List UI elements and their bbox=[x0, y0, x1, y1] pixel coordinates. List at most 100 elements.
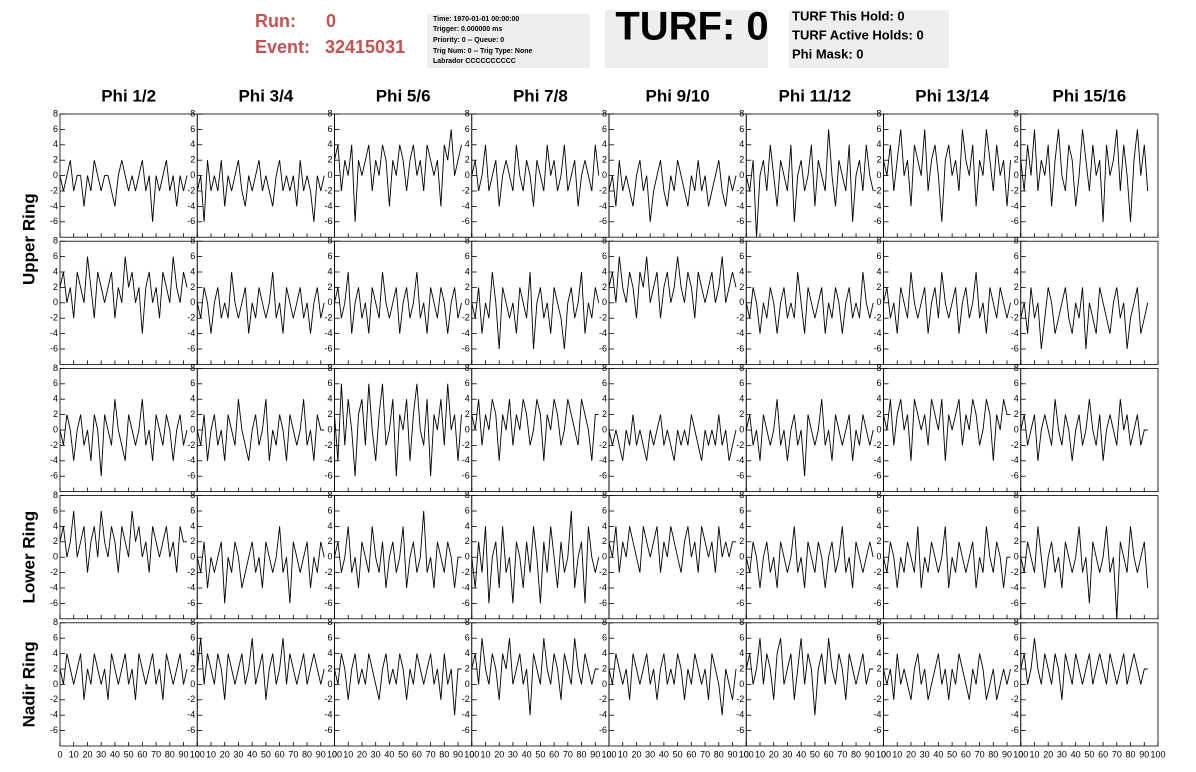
x-tick-label: 70 bbox=[151, 749, 161, 759]
x-tick-label: 60 bbox=[961, 749, 971, 759]
y-tick-label: 8 bbox=[739, 236, 744, 246]
x-tick-label: 0 bbox=[469, 749, 474, 759]
turf-value: TURF: 0 bbox=[615, 5, 768, 49]
y-tick-label: -2 bbox=[462, 185, 470, 195]
y-tick-label: 4 bbox=[465, 266, 470, 276]
x-tick-label: 60 bbox=[412, 749, 422, 759]
y-tick-label: -6 bbox=[873, 471, 881, 481]
x-tick-label: 90 bbox=[1139, 749, 1149, 759]
waveform bbox=[471, 271, 600, 350]
x-tick-label: 80 bbox=[851, 749, 861, 759]
y-tick-label: -6 bbox=[462, 598, 470, 608]
y-tick-label: -6 bbox=[1011, 598, 1019, 608]
y-tick-label: 4 bbox=[327, 521, 332, 531]
y-tick-label: 4 bbox=[739, 394, 744, 404]
x-tick-label: 80 bbox=[439, 749, 449, 759]
y-tick-label: 0 bbox=[53, 424, 58, 434]
y-tick-label: 0 bbox=[739, 679, 744, 689]
y-tick-label: -6 bbox=[599, 725, 607, 735]
x-tick-label: 40 bbox=[1071, 749, 1081, 759]
y-tick-label: 4 bbox=[190, 648, 195, 658]
y-tick-label: 6 bbox=[602, 505, 607, 515]
waveform bbox=[883, 653, 1011, 700]
y-tick-label: -4 bbox=[736, 455, 744, 465]
y-tick-label: 6 bbox=[327, 378, 332, 388]
y-tick-label: 6 bbox=[602, 633, 607, 643]
x-tick-label: 90 bbox=[865, 749, 875, 759]
x-tick-label: 60 bbox=[137, 749, 147, 759]
panel-frame bbox=[745, 240, 884, 365]
column-header: Phi 5/6 bbox=[376, 86, 431, 105]
info-line: Priority: 0 -- Queue: 0 bbox=[433, 37, 504, 44]
y-tick-label: 2 bbox=[53, 663, 58, 673]
y-tick-label: 0 bbox=[1014, 297, 1019, 307]
y-tick-label: 8 bbox=[465, 108, 470, 118]
panel-frame bbox=[745, 495, 884, 620]
y-tick-label: -4 bbox=[1011, 328, 1019, 338]
turf-info-box bbox=[789, 10, 949, 68]
y-tick-label: 0 bbox=[190, 679, 195, 689]
y-tick-label: 6 bbox=[53, 124, 58, 134]
y-tick-label: -6 bbox=[50, 471, 58, 481]
y-tick-label: 8 bbox=[53, 490, 58, 500]
waveform bbox=[59, 653, 188, 700]
y-tick-label: -4 bbox=[462, 455, 470, 465]
x-tick-label: 20 bbox=[220, 749, 230, 759]
y-tick-label: -4 bbox=[873, 710, 881, 720]
y-tick-label: 0 bbox=[739, 552, 744, 562]
y-tick-label: 0 bbox=[1014, 424, 1019, 434]
y-tick-label: 4 bbox=[1014, 139, 1019, 149]
info-line: Trig Num: 0 -- Trig Type: None bbox=[433, 48, 533, 55]
y-tick-label: 4 bbox=[465, 648, 470, 658]
x-tick-label: 40 bbox=[247, 749, 257, 759]
row-label: Upper Ring bbox=[19, 193, 38, 285]
panel-frame bbox=[196, 622, 335, 747]
y-tick-label: 4 bbox=[53, 139, 58, 149]
y-tick-label: 8 bbox=[190, 617, 195, 627]
x-tick-label: 50 bbox=[810, 749, 820, 759]
y-tick-label: 4 bbox=[739, 521, 744, 531]
x-tick-label: 20 bbox=[357, 749, 367, 759]
x-tick-label: 100 bbox=[464, 749, 479, 759]
y-tick-label: 2 bbox=[1014, 155, 1019, 165]
x-tick-label: 60 bbox=[1098, 749, 1108, 759]
y-tick-label: -6 bbox=[736, 343, 744, 353]
y-tick-label: 6 bbox=[602, 378, 607, 388]
y-tick-label: 4 bbox=[739, 139, 744, 149]
y-tick-label: 6 bbox=[1014, 251, 1019, 261]
y-tick-label: 6 bbox=[465, 505, 470, 515]
y-tick-label: -6 bbox=[50, 725, 58, 735]
y-tick-label: 6 bbox=[465, 378, 470, 388]
y-tick-label: 6 bbox=[465, 251, 470, 261]
y-tick-label: -4 bbox=[187, 201, 195, 211]
y-tick-label: 6 bbox=[602, 251, 607, 261]
y-tick-label: -6 bbox=[324, 216, 332, 226]
y-tick-label: 4 bbox=[876, 648, 881, 658]
y-tick-label: 2 bbox=[602, 155, 607, 165]
y-tick-label: 8 bbox=[327, 617, 332, 627]
panel-frame bbox=[334, 622, 473, 747]
y-tick-label: 0 bbox=[602, 170, 607, 180]
y-tick-label: 0 bbox=[739, 170, 744, 180]
x-tick-label: 70 bbox=[288, 749, 298, 759]
y-tick-label: 8 bbox=[602, 490, 607, 500]
x-tick-label: 0 bbox=[606, 749, 611, 759]
x-tick-label: 0 bbox=[332, 749, 337, 759]
y-tick-label: 6 bbox=[1014, 378, 1019, 388]
y-tick-label: -2 bbox=[187, 567, 195, 577]
x-tick-label: 20 bbox=[1043, 749, 1053, 759]
y-tick-label: -2 bbox=[599, 567, 607, 577]
info-line: Labrador CCCCCCCCCC bbox=[433, 58, 516, 65]
y-tick-label: 2 bbox=[327, 155, 332, 165]
y-tick-label: -2 bbox=[873, 313, 881, 323]
x-tick-label: 30 bbox=[645, 749, 655, 759]
panel-frame bbox=[59, 240, 198, 365]
y-tick-label: 8 bbox=[739, 490, 744, 500]
y-tick-label: 2 bbox=[876, 663, 881, 673]
x-tick-label: 20 bbox=[82, 749, 92, 759]
y-tick-label: 2 bbox=[190, 409, 195, 419]
y-tick-label: -4 bbox=[187, 455, 195, 465]
x-tick-label: 100 bbox=[1150, 749, 1165, 759]
y-tick-label: 8 bbox=[739, 617, 744, 627]
x-tick-label: 60 bbox=[549, 749, 559, 759]
